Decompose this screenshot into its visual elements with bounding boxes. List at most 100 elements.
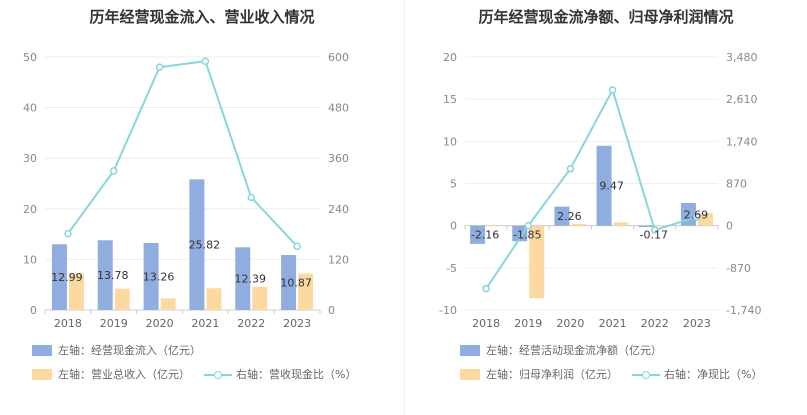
right-axis-tick-label: 360 <box>328 152 349 165</box>
right-axis-tick-label: 240 <box>328 203 349 216</box>
legend-item-cash-inflow[interactable]: 左轴：经营现金流入（亿元） <box>32 342 201 358</box>
left-axis-tick-label: 5 <box>450 178 457 191</box>
x-axis-tick-label: 2018 <box>54 317 82 330</box>
legend-swatch-line <box>632 369 660 380</box>
right-axis-tick-label: 0 <box>726 220 733 233</box>
ratio-line-point <box>201 57 210 65</box>
x-axis-tick-label: 2021 <box>599 317 627 330</box>
x-axis-tick-label: 2022 <box>237 317 265 330</box>
ratio-line <box>485 87 698 290</box>
legend-item-net-cash-ratio[interactable]: 右轴：净现比（%） <box>632 366 762 382</box>
legend-item-cash-ratio[interactable]: 右轴：营收现金比（%） <box>204 366 356 382</box>
bar-secondary <box>655 225 671 227</box>
left-axis-tick-label: 50 <box>23 51 37 64</box>
left-axis-tick-label: 0 <box>450 220 457 233</box>
left-axis-tick-label: -10 <box>439 304 457 317</box>
bar-secondary <box>529 225 545 299</box>
bar-data-label: -2.16 <box>471 229 499 242</box>
right-axis-tick-label: 2,610 <box>726 93 758 106</box>
ratio-line-point <box>651 226 659 234</box>
x-axis-tick-label: 2022 <box>641 317 669 330</box>
ratio-line-point <box>482 284 490 293</box>
chart-panel-left: 历年经营现金流入、营业收入情况 0 10 20 30 40 50 0 120 240 360 480… <box>23 8 356 382</box>
bar-secondary <box>68 273 84 310</box>
ratio-line-point <box>247 193 255 202</box>
bar-secondary <box>252 286 268 310</box>
bar-primary <box>554 206 570 226</box>
legend-swatch-bar-orange <box>32 368 52 380</box>
x-axis-tick-label: 2023 <box>683 317 711 330</box>
ratio-line-point <box>566 164 575 173</box>
right-axis-tick-label: 120 <box>328 253 349 266</box>
left-axis-tick-label: 15 <box>443 93 457 106</box>
bar-secondary <box>298 273 314 310</box>
bar-data-label: 9.47 <box>599 180 624 193</box>
x-axis-tick-label: 2020 <box>556 317 584 330</box>
legend-item-revenue[interactable]: 左轴：营业总收入（亿元） <box>32 366 190 382</box>
bar-primary <box>51 244 67 310</box>
bar-primary <box>281 254 297 310</box>
bar-secondary <box>206 288 222 310</box>
bar-data-label: 12.99 <box>51 271 83 284</box>
right-axis-tick-label: 870 <box>726 178 747 191</box>
bar-primary <box>512 225 528 242</box>
right-axis-tick-label: 3,480 <box>726 51 758 64</box>
left-axis-tick-label: 40 <box>23 102 37 115</box>
right-axis-tick-label: 1,740 <box>726 135 758 148</box>
right-axis-tick-label: 480 <box>328 102 349 115</box>
bar-secondary <box>613 222 629 226</box>
right-axis-tick-label: -1,740 <box>726 304 761 317</box>
ratio-line-point <box>293 242 301 251</box>
bar-secondary <box>160 298 176 310</box>
bar-primary <box>189 179 205 310</box>
left-axis-tick-label: 10 <box>23 253 37 266</box>
bar-data-label: 10.87 <box>280 276 312 289</box>
x-axis-tick-label: 2023 <box>283 317 311 330</box>
legend-swatch-bar-blue <box>32 344 52 356</box>
bar-primary <box>97 240 113 310</box>
right-axis-tick-label: -870 <box>726 262 751 275</box>
bar-data-label: 2.69 <box>684 208 709 221</box>
x-axis-tick-label: 2018 <box>472 317 500 330</box>
ratio-line-point <box>110 167 118 175</box>
bar-secondary <box>571 223 587 226</box>
bar-secondary <box>697 213 713 226</box>
bar-secondary <box>487 224 503 226</box>
right-axis-tick-label: 0 <box>328 304 335 317</box>
bar-primary <box>470 225 486 244</box>
legend-swatch-bar-blue <box>460 344 480 356</box>
bar-data-label: 12.39 <box>235 273 267 286</box>
bar-data-label: 2.26 <box>557 210 582 223</box>
chart-panel-right: 历年经营现金流净额、归母净利润情况 -10 -5 0 5 10 15 20 -1,740 -87… <box>405 0 807 415</box>
left-axis-tick-label: -5 <box>446 262 457 275</box>
panel-divider <box>404 0 405 415</box>
chart-title-left: 历年经营现金流入、营业收入情况 <box>89 8 315 26</box>
bar-data-label: 25.82 <box>189 239 221 252</box>
x-axis-tick-label: 2019 <box>514 317 542 330</box>
left-axis-tick-label: 30 <box>23 152 37 165</box>
legend-swatch-bar-orange <box>460 368 480 380</box>
ratio-line <box>67 60 298 248</box>
ratio-line-point <box>155 63 164 71</box>
bar-primary <box>235 247 251 310</box>
left-axis-tick-label: 10 <box>443 135 457 148</box>
ratio-line-point <box>524 221 532 230</box>
bar-primary <box>638 225 654 228</box>
bar-data-label: 13.26 <box>143 270 175 283</box>
x-axis-tick-label: 2020 <box>146 317 174 330</box>
bar-secondary <box>114 288 130 310</box>
left-axis-tick-label: 20 <box>23 203 37 216</box>
chart-right: -10 -5 0 5 10 15 20 -1,740 -870 0 870 1,740 2,610 3,4… <box>439 51 761 330</box>
bar-data-label: 13.78 <box>97 269 129 282</box>
ratio-line-point <box>608 86 617 94</box>
ratio-line-point <box>64 229 72 238</box>
left-axis-tick-label: 20 <box>443 51 457 64</box>
ratio-line-point <box>693 213 701 221</box>
x-axis-tick-label: 2021 <box>191 317 219 330</box>
legend-item-net-cash-flow[interactable]: 左轴：经营活动现金流净额（亿元） <box>460 342 662 358</box>
chart-left: 0 10 20 30 40 50 0 120 240 360 480 600 2018 2019 2020 2… <box>23 51 349 330</box>
bar-data-label: -0.17 <box>640 229 668 242</box>
bar-primary <box>596 145 612 226</box>
x-axis-tick-label: 2019 <box>100 317 128 330</box>
legend-item-net-profit[interactable]: 左轴：归母净利润（亿元） <box>460 366 618 382</box>
